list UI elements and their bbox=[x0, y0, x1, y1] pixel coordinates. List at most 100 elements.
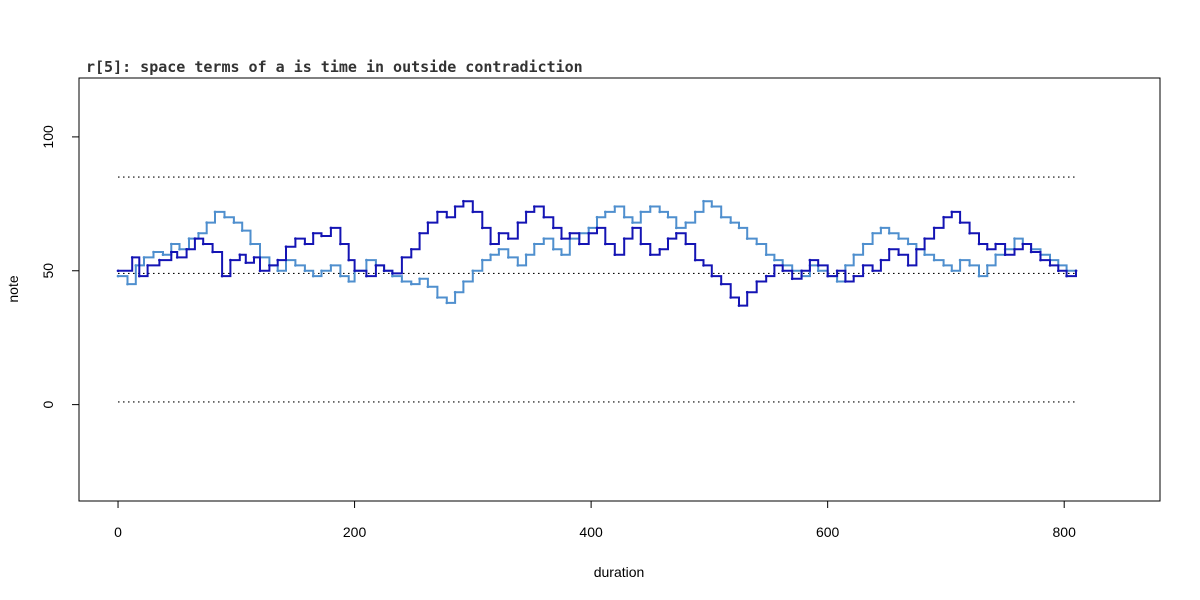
data-point bbox=[453, 290, 457, 294]
data-point bbox=[887, 248, 891, 251]
data-point bbox=[489, 242, 492, 246]
data-point bbox=[639, 210, 643, 214]
data-point bbox=[524, 253, 528, 256]
data-point bbox=[755, 280, 758, 283]
data-point bbox=[175, 256, 179, 259]
data-point bbox=[729, 296, 732, 299]
data-point bbox=[684, 242, 687, 246]
data-point bbox=[942, 264, 945, 267]
data-point bbox=[418, 277, 421, 281]
data-point bbox=[950, 269, 954, 273]
x-tick-label: 800 bbox=[1053, 524, 1077, 540]
data-point bbox=[578, 242, 581, 246]
data-point bbox=[365, 274, 368, 278]
data-point bbox=[303, 269, 307, 273]
data-point bbox=[244, 261, 248, 265]
data-point bbox=[1029, 250, 1033, 254]
data-point bbox=[568, 232, 572, 235]
data-point bbox=[879, 258, 883, 262]
data-point bbox=[835, 280, 839, 283]
y-axis: 0 50 100 bbox=[40, 125, 80, 409]
data-point bbox=[1003, 253, 1007, 256]
data-point bbox=[410, 248, 413, 251]
data-point bbox=[1074, 269, 1078, 273]
data-point bbox=[170, 250, 173, 254]
x-tick-label: 0 bbox=[114, 524, 122, 540]
data-point bbox=[146, 264, 149, 267]
data-point bbox=[684, 221, 687, 224]
data-point bbox=[745, 237, 749, 240]
data-point bbox=[1039, 258, 1042, 262]
y-tick-label: 100 bbox=[40, 125, 56, 149]
data-point bbox=[658, 248, 661, 251]
data-point bbox=[382, 269, 386, 273]
data-point bbox=[130, 256, 134, 259]
data-point bbox=[142, 256, 146, 259]
data-point bbox=[276, 269, 280, 273]
data-point bbox=[613, 253, 617, 256]
data-point bbox=[631, 226, 634, 230]
data-point bbox=[675, 226, 678, 230]
x-tick-label: 200 bbox=[343, 524, 367, 540]
data-point bbox=[861, 264, 865, 267]
data-point bbox=[205, 221, 208, 224]
data-point bbox=[932, 258, 936, 262]
data-point bbox=[311, 274, 315, 278]
data-point bbox=[693, 210, 697, 214]
data-point bbox=[339, 274, 342, 278]
data-point bbox=[729, 221, 732, 224]
data-point bbox=[816, 264, 820, 267]
data-point bbox=[861, 242, 865, 246]
data-point bbox=[613, 205, 617, 208]
data-point bbox=[737, 226, 741, 230]
data-point bbox=[631, 221, 634, 224]
data-point bbox=[294, 237, 297, 240]
data-point bbox=[977, 242, 981, 246]
chart-title: r[5]: space terms of a is time in outsid… bbox=[86, 58, 583, 76]
data-point bbox=[764, 274, 768, 278]
data-point bbox=[400, 256, 404, 259]
data-point bbox=[436, 210, 439, 214]
data-point bbox=[238, 253, 242, 256]
data-point bbox=[649, 253, 652, 256]
data-point bbox=[161, 253, 165, 256]
data-point bbox=[666, 215, 670, 219]
data-point bbox=[808, 258, 812, 262]
data-point bbox=[622, 215, 626, 219]
data-point bbox=[923, 253, 926, 256]
data-point bbox=[844, 264, 847, 267]
data-point bbox=[303, 242, 307, 246]
data-point bbox=[622, 237, 626, 240]
data-point bbox=[276, 258, 280, 262]
data-point bbox=[391, 272, 394, 275]
data-point bbox=[213, 210, 217, 214]
data-point bbox=[284, 245, 288, 248]
data-point bbox=[445, 215, 449, 219]
data-point bbox=[781, 269, 784, 273]
data-point bbox=[339, 242, 342, 246]
data-point bbox=[400, 280, 404, 283]
data-point bbox=[294, 264, 297, 267]
data-point bbox=[185, 248, 188, 251]
data-point bbox=[481, 226, 484, 230]
data-point bbox=[897, 237, 900, 240]
data-point bbox=[552, 248, 555, 251]
data-point bbox=[755, 242, 758, 246]
data-point bbox=[844, 280, 847, 283]
data-point bbox=[719, 282, 723, 286]
data-point bbox=[223, 215, 226, 219]
data-point bbox=[116, 274, 120, 278]
data-point bbox=[516, 264, 520, 267]
data-point bbox=[958, 221, 962, 224]
data-point bbox=[986, 248, 989, 251]
reference-lines bbox=[118, 176, 1077, 403]
data-point bbox=[710, 205, 714, 208]
data-point bbox=[552, 226, 555, 230]
data-point bbox=[220, 274, 224, 278]
data-point bbox=[1021, 242, 1025, 246]
data-point bbox=[816, 269, 820, 273]
data-point bbox=[201, 242, 205, 246]
data-point bbox=[773, 258, 776, 262]
data-point bbox=[158, 258, 161, 262]
